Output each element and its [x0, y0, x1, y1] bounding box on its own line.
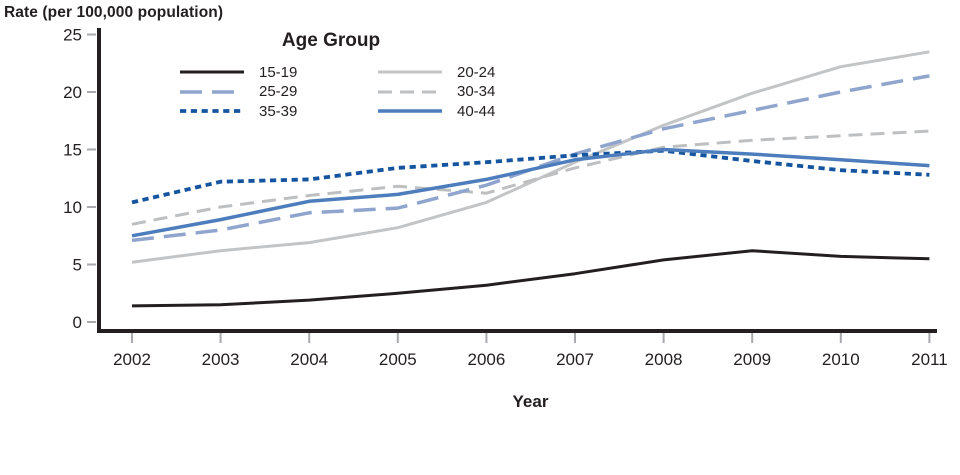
legend-item-15-19: 15-19 [180, 63, 297, 81]
y-axis-title: Rate (per 100,000 population) [4, 4, 224, 21]
x-tick-label: 2007 [556, 350, 594, 369]
x-tick-label: 2003 [202, 350, 240, 369]
legend-swatch-40-44 [378, 109, 442, 113]
legend-item-35-39: 35-39 [180, 102, 297, 120]
legend-swatch-30-34 [378, 90, 442, 93]
series-line-35-39 [131, 148, 930, 205]
legend-item-25-29: 25-29 [180, 83, 297, 101]
series-line-15-19 [131, 249, 930, 308]
legend-item-30-34: 30-34 [378, 83, 495, 101]
y-tick-label: 20 [63, 83, 82, 102]
x-tick-label: 2009 [733, 350, 771, 369]
x-tick-label: 2004 [290, 350, 328, 369]
series-line-20-24 [131, 50, 930, 264]
legend-item-20-24: 20-24 [378, 63, 495, 81]
x-tick-label: 2006 [467, 350, 505, 369]
legend: Age Group 15-19 25-29 35-39 20-24 30-34 40-44 [165, 30, 497, 125]
legend-swatch-35-39 [180, 109, 244, 113]
series-line-25-29 [131, 74, 930, 243]
legend-swatch-25-29 [180, 89, 244, 94]
legend-label: 25-29 [259, 83, 298, 100]
legend-label: 35-39 [259, 102, 298, 120]
legend-swatch-20-24 [378, 70, 442, 74]
x-tick-label: 2011 [911, 350, 948, 369]
series-line-30-34 [131, 129, 930, 226]
legend-label: 20-24 [457, 63, 496, 81]
x-axis-title: Year [512, 392, 549, 411]
legend-label: 40-44 [457, 102, 496, 120]
y-tick-label: 15 [63, 141, 82, 160]
y-tick-label: 10 [63, 198, 82, 217]
legend-swatch-15-19 [180, 70, 244, 74]
y-tick-label: 25 [63, 26, 82, 45]
x-tick-label: 2008 [645, 350, 683, 369]
y-tick-label: 5 [73, 256, 82, 275]
legend-label: 15-19 [259, 63, 298, 81]
y-tick-label: 0 [73, 313, 82, 332]
legend-item-40-44: 40-44 [378, 102, 495, 120]
series-line-40-44 [131, 147, 930, 238]
x-tick-label: 2005 [379, 350, 417, 369]
x-tick-label: 2002 [113, 350, 151, 369]
legend-title: Age Group [281, 30, 381, 51]
x-tick-label: 2010 [822, 350, 860, 369]
legend-label: 30-34 [457, 83, 496, 100]
